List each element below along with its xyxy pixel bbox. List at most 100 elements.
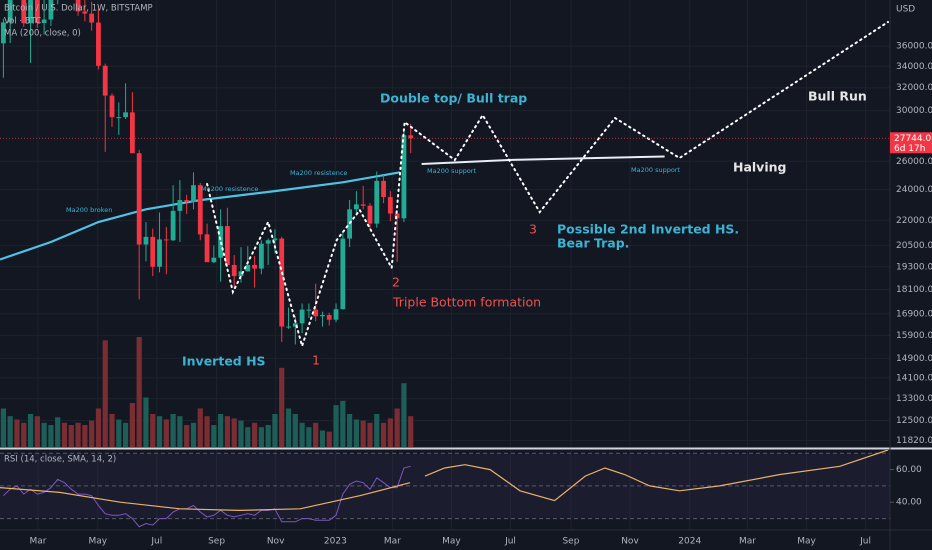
volume-bar — [34, 416, 40, 447]
candle-body — [340, 238, 346, 310]
y-tick-label: 18100.00 — [896, 285, 932, 295]
volume-bar — [347, 414, 353, 447]
annotation: 1 — [312, 353, 320, 368]
y-tick-label: 36000.00 — [896, 42, 932, 52]
candle-body — [150, 236, 156, 267]
candle-body — [0, 22, 6, 44]
x-tick-label: Jul — [150, 537, 162, 547]
candle-body — [408, 135, 414, 139]
candle-body — [89, 13, 95, 23]
volume-bar — [326, 431, 332, 447]
volume-bar — [387, 418, 393, 447]
volume-bar — [122, 422, 129, 447]
candle-body — [41, 19, 47, 24]
x-tick-label: Mar — [30, 537, 47, 547]
volume-bar — [89, 420, 95, 447]
volume-bar — [109, 414, 115, 447]
candle-body — [157, 239, 162, 267]
legend-volume: Vol · BTC — [4, 17, 41, 27]
x-tick-label: May — [797, 537, 816, 547]
volume-bar — [285, 408, 292, 447]
y-tick-label: 13300.00 — [896, 394, 932, 404]
y-tick-label: 19300.00 — [896, 262, 932, 272]
currency: USD — [896, 5, 915, 15]
candle-body — [96, 22, 101, 66]
y-tick-label: 22000.00 — [896, 216, 932, 226]
volume-bar — [401, 383, 407, 447]
volume-bar — [251, 422, 258, 447]
projection-line — [206, 21, 889, 350]
candle-body — [197, 185, 203, 235]
volume-bar — [279, 367, 285, 447]
volume-bar — [150, 414, 156, 447]
x-tick-label: Jul — [504, 537, 516, 547]
volume-bar — [14, 419, 20, 447]
volume-bar — [55, 417, 61, 447]
annotation: Ma200 resistence — [290, 169, 347, 177]
volume-bar — [408, 416, 414, 447]
candle-body — [136, 153, 142, 245]
y-tick-label: 32000.00 — [896, 83, 932, 93]
annotation: 2 — [392, 275, 400, 290]
volume-bar — [190, 422, 197, 447]
candle-body — [381, 180, 386, 198]
volume-bar — [116, 419, 122, 447]
candle-body — [177, 200, 183, 211]
volume-bar — [272, 414, 278, 447]
legend-ma: MA (200, close, 0) — [4, 29, 81, 39]
candle-body — [102, 65, 108, 96]
volume-bar — [136, 337, 142, 447]
support-line — [421, 155, 665, 165]
volume-bar — [367, 422, 373, 447]
x-tick-label: Mar — [739, 537, 756, 547]
candle-body — [374, 180, 380, 224]
y-tick-label: 14100.00 — [896, 373, 932, 383]
x-tick-label: Jul — [859, 537, 871, 547]
volume-bar — [238, 420, 244, 447]
volume-bar — [258, 427, 264, 447]
volume-bar — [48, 425, 54, 447]
candle-body — [299, 309, 305, 324]
volume-bar — [313, 422, 319, 447]
y-tick-label: 34000.00 — [896, 62, 932, 72]
volume-bar — [292, 414, 298, 447]
candle-body — [191, 185, 196, 202]
x-tick-label: May — [442, 537, 461, 547]
volume-bar — [306, 427, 312, 447]
candle-body — [394, 213, 400, 219]
volume-bar — [156, 416, 163, 447]
volume-bar — [41, 422, 47, 447]
x-tick-label: Sep — [562, 537, 579, 547]
annotation: Halving — [733, 160, 786, 175]
candle-body — [82, 11, 88, 14]
annotation: Triple Bottom formation — [392, 295, 541, 310]
volume-bar — [7, 416, 13, 447]
candle-body — [401, 135, 407, 219]
volume-bar — [224, 416, 231, 447]
candle-body — [225, 226, 230, 265]
candle-body — [306, 309, 312, 311]
volume-bar — [21, 422, 27, 447]
volume-bar — [82, 425, 88, 447]
candle-body — [286, 326, 291, 328]
y-tick-label: 30000.00 — [896, 106, 932, 116]
candle-body — [109, 95, 115, 118]
volume-bar — [75, 422, 81, 447]
candle-body — [163, 239, 169, 241]
volume-bar — [353, 419, 360, 447]
candle-body — [320, 315, 325, 317]
grid — [0, 0, 890, 530]
annotation: 3 — [529, 222, 537, 237]
candle-body — [170, 210, 176, 241]
y-tick-label: 14900.00 — [896, 354, 932, 364]
candle-body — [28, 0, 33, 24]
y-tick-label: 24000.00 — [896, 185, 932, 195]
candle-body — [387, 197, 393, 214]
volume-bar — [360, 420, 366, 447]
x-tick-label: Nov — [267, 537, 285, 547]
volume-bar — [197, 408, 203, 447]
volume-bar — [394, 408, 400, 447]
candle-body — [48, 0, 54, 20]
volume-bar — [319, 430, 326, 447]
